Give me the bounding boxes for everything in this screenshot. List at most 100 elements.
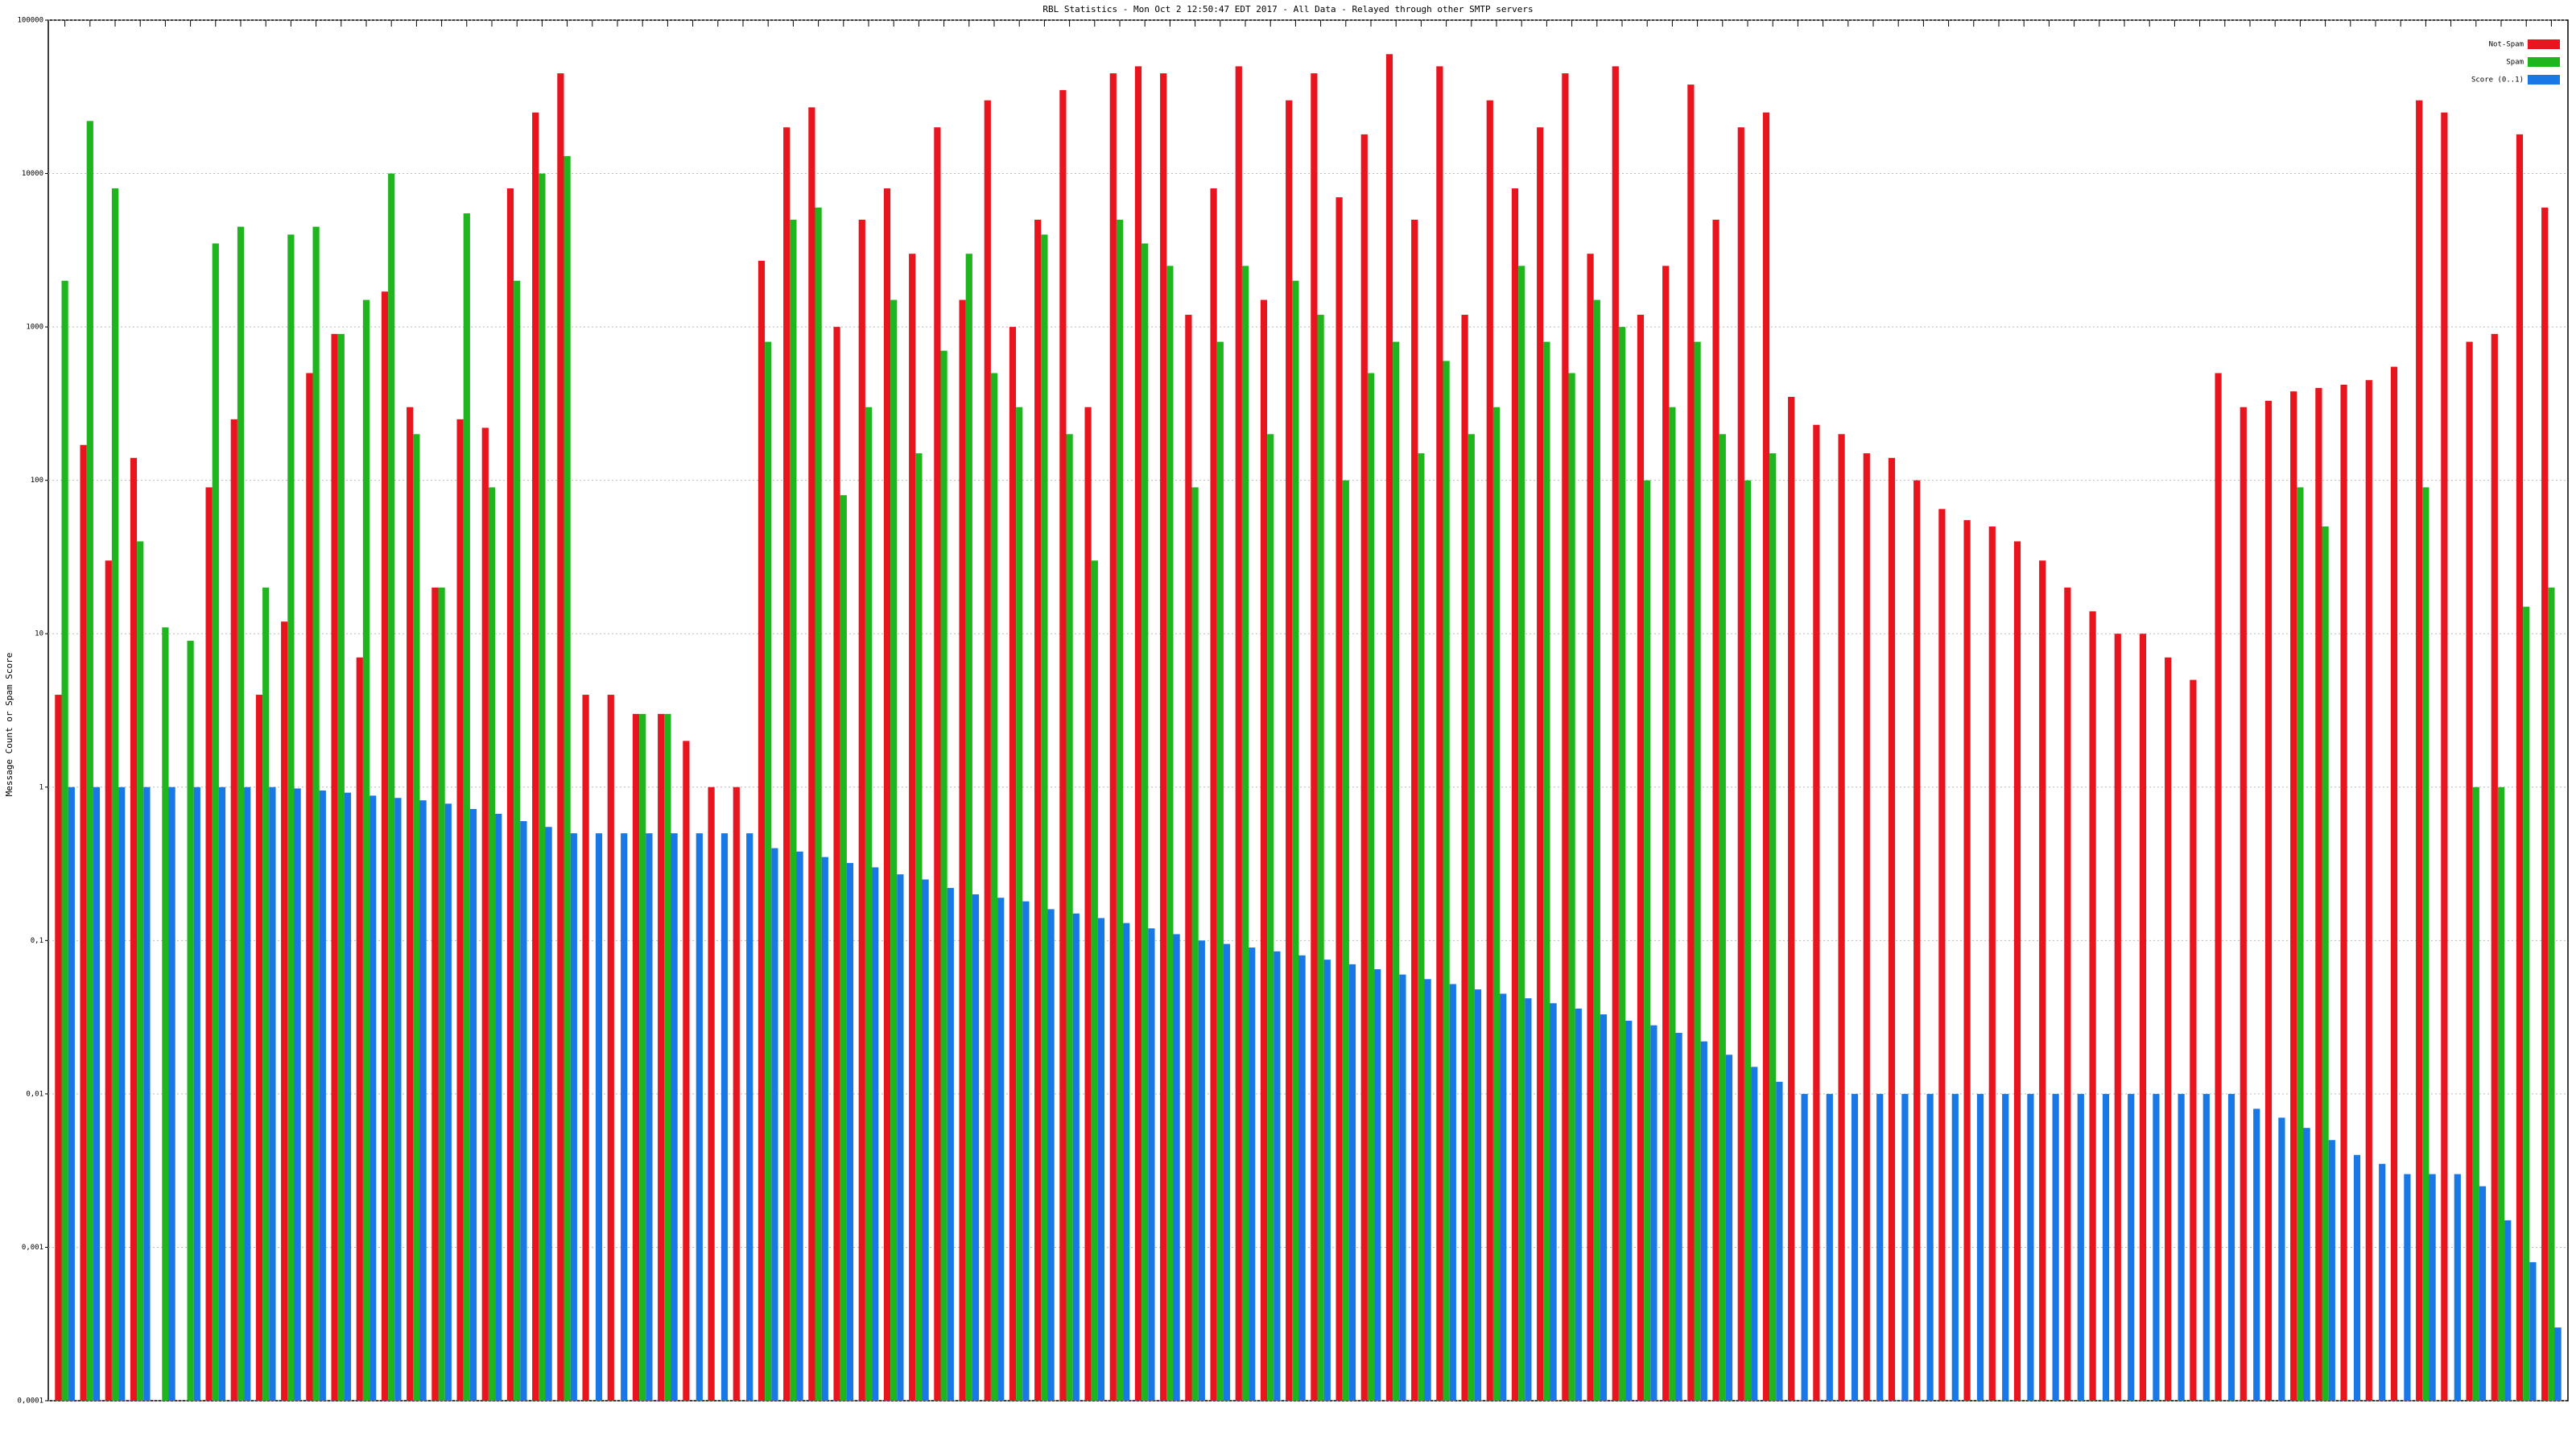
bar	[143, 786, 151, 1401]
bar	[287, 234, 295, 1401]
bar	[2215, 373, 2222, 1401]
bar	[1637, 315, 1645, 1401]
y-tick-label: 10	[35, 630, 43, 638]
bar	[2303, 1128, 2310, 1401]
bar	[218, 786, 226, 1401]
bar	[394, 798, 402, 1401]
bar	[840, 495, 847, 1401]
bar	[2472, 786, 2479, 1401]
bar	[2264, 400, 2273, 1401]
bar	[1525, 998, 1532, 1401]
bar	[765, 341, 772, 1401]
bar	[1744, 480, 1752, 1401]
bar	[1474, 989, 1482, 1401]
bar	[658, 713, 665, 1401]
bar	[1838, 434, 1845, 1401]
bar	[1801, 1093, 1808, 1401]
bar	[1901, 1093, 1909, 1401]
bar	[86, 121, 93, 1401]
bar	[1612, 66, 1619, 1402]
bar	[2297, 487, 2304, 1401]
y-tick-label: 100	[31, 477, 43, 485]
bar	[419, 800, 427, 1401]
bar	[2554, 1327, 2562, 1401]
bar	[344, 792, 352, 1401]
bar	[55, 695, 62, 1401]
bar	[1719, 434, 1726, 1401]
bar	[2227, 1093, 2235, 1401]
legend-label: Not-Spam	[2489, 41, 2524, 49]
bar	[1600, 1014, 1608, 1401]
bar	[407, 407, 414, 1402]
bar	[890, 299, 898, 1402]
bar	[369, 795, 377, 1401]
bar	[1938, 509, 1946, 1401]
bar	[1134, 66, 1142, 1402]
bar	[1913, 480, 1921, 1401]
y-tick-label: 1	[39, 783, 43, 791]
bar	[1286, 100, 1293, 1401]
bar	[815, 207, 822, 1401]
bar	[1593, 299, 1600, 1402]
bar	[262, 587, 270, 1401]
bar	[1988, 526, 1996, 1402]
y-tick-label: 0,01	[26, 1090, 43, 1098]
bar	[758, 260, 766, 1401]
bar	[846, 863, 854, 1401]
bar	[2165, 657, 2172, 1401]
bar	[1687, 85, 1695, 1401]
legend-swatch	[2528, 39, 2560, 49]
bar	[545, 827, 552, 1401]
bar	[1210, 188, 1217, 1401]
bar	[111, 188, 119, 1401]
bar	[2479, 1186, 2487, 1401]
bar	[621, 833, 628, 1401]
bar	[1016, 407, 1023, 1402]
bar	[2089, 611, 2096, 1401]
y-tick-label: 1000	[26, 324, 43, 332]
bar	[1148, 928, 1155, 1401]
bar	[2429, 1174, 2436, 1401]
bar	[1518, 266, 1525, 1401]
bar	[2353, 1154, 2361, 1401]
bar	[294, 788, 301, 1401]
bar	[2454, 1174, 2461, 1401]
bar	[915, 453, 923, 1401]
bar	[984, 100, 991, 1401]
bar	[1662, 266, 1670, 1401]
bar	[1575, 1008, 1582, 1401]
bar	[2278, 1117, 2285, 1401]
bar	[1443, 361, 1450, 1401]
bar	[388, 173, 395, 1402]
bar	[1041, 234, 1048, 1401]
bar	[1625, 1020, 1633, 1401]
bar	[922, 879, 929, 1401]
y-axis-label: Message Count or Spam Score	[4, 653, 14, 797]
bar	[1888, 457, 1896, 1401]
bar	[1851, 1093, 1859, 1401]
bar	[319, 791, 326, 1401]
bar	[821, 857, 828, 1401]
bar	[1976, 1093, 1984, 1401]
bar	[872, 867, 879, 1401]
bar	[2202, 1093, 2210, 1401]
bar	[708, 786, 715, 1401]
bar	[230, 419, 237, 1402]
bar	[2128, 1093, 2135, 1401]
y-tick-label: 0,001	[22, 1244, 43, 1252]
bar	[1141, 243, 1149, 1401]
bar	[997, 898, 1005, 1401]
bar	[1926, 1093, 1934, 1401]
bar	[1335, 197, 1343, 1401]
bar	[520, 821, 527, 1401]
bar	[1298, 955, 1306, 1401]
bar	[431, 587, 439, 1401]
legend-label: Spam	[2506, 59, 2524, 67]
bar	[2077, 1093, 2084, 1401]
bar	[1311, 73, 1318, 1402]
bar	[570, 833, 577, 1401]
bar	[1550, 1003, 1557, 1401]
bar	[130, 457, 138, 1401]
bar	[80, 444, 87, 1401]
